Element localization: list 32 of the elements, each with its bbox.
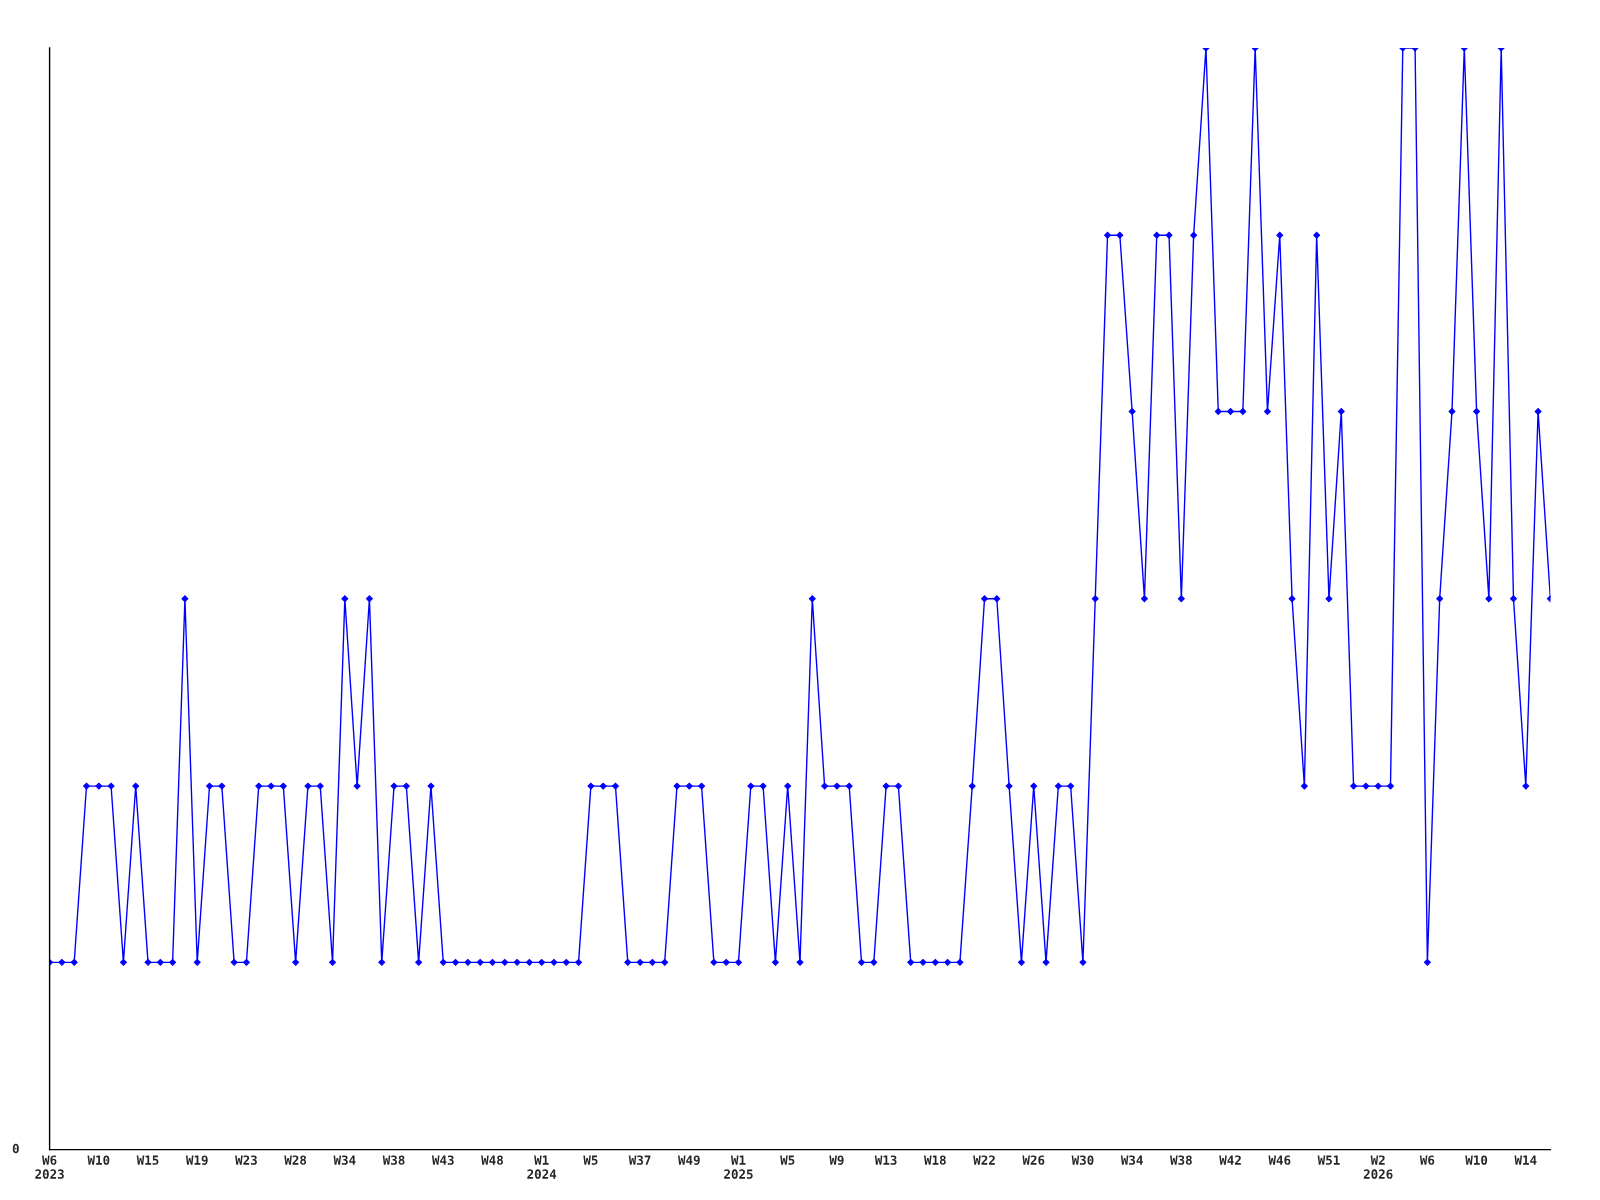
- x-tick-label: W14: [1514, 1155, 1537, 1165]
- x-tick-label: W1 2025: [724, 1155, 753, 1179]
- x-tick-label: W42: [1219, 1155, 1241, 1165]
- x-tick-label: W22: [973, 1155, 995, 1165]
- x-tick-label: W10: [1465, 1155, 1488, 1165]
- x-tick-label: W6 2023: [35, 1155, 64, 1179]
- x-tick-label: W30: [1071, 1155, 1094, 1165]
- x-tick-label: W6: [1419, 1155, 1435, 1165]
- x-tick-label: W46: [1268, 1155, 1291, 1165]
- x-tick-label: W49: [678, 1155, 700, 1165]
- x-tick-label: W15: [136, 1155, 159, 1165]
- x-tick-label: W37: [628, 1155, 651, 1165]
- text: 0: [12, 1143, 19, 1154]
- x-tick-label: W5: [583, 1155, 598, 1165]
- x-tick-label: W34: [333, 1155, 356, 1165]
- x-tick-label: W43: [431, 1155, 454, 1165]
- x-tick-label: W23: [235, 1155, 257, 1165]
- x-tick-label: W34: [1120, 1155, 1143, 1165]
- x-tick-label: W18: [924, 1155, 946, 1165]
- x-tick-label: W38: [1170, 1155, 1192, 1165]
- x-tick-label: W51: [1317, 1155, 1340, 1165]
- x-tick-label: W1 2024: [527, 1155, 557, 1179]
- x-tick-label: W9: [829, 1155, 844, 1165]
- x-tick-label: W26: [1022, 1155, 1045, 1165]
- x-tick-label: W13: [874, 1155, 897, 1165]
- x-tick-label: W10: [87, 1155, 110, 1165]
- x-tick-label: W2 2026: [1363, 1155, 1393, 1179]
- x-tick-label: W48: [481, 1155, 503, 1165]
- x-tick-label: W5: [780, 1155, 795, 1165]
- x-tick-label: W38: [382, 1155, 405, 1165]
- x-tick-label: W19: [185, 1155, 208, 1165]
- x-tick-label: W28: [284, 1155, 307, 1165]
